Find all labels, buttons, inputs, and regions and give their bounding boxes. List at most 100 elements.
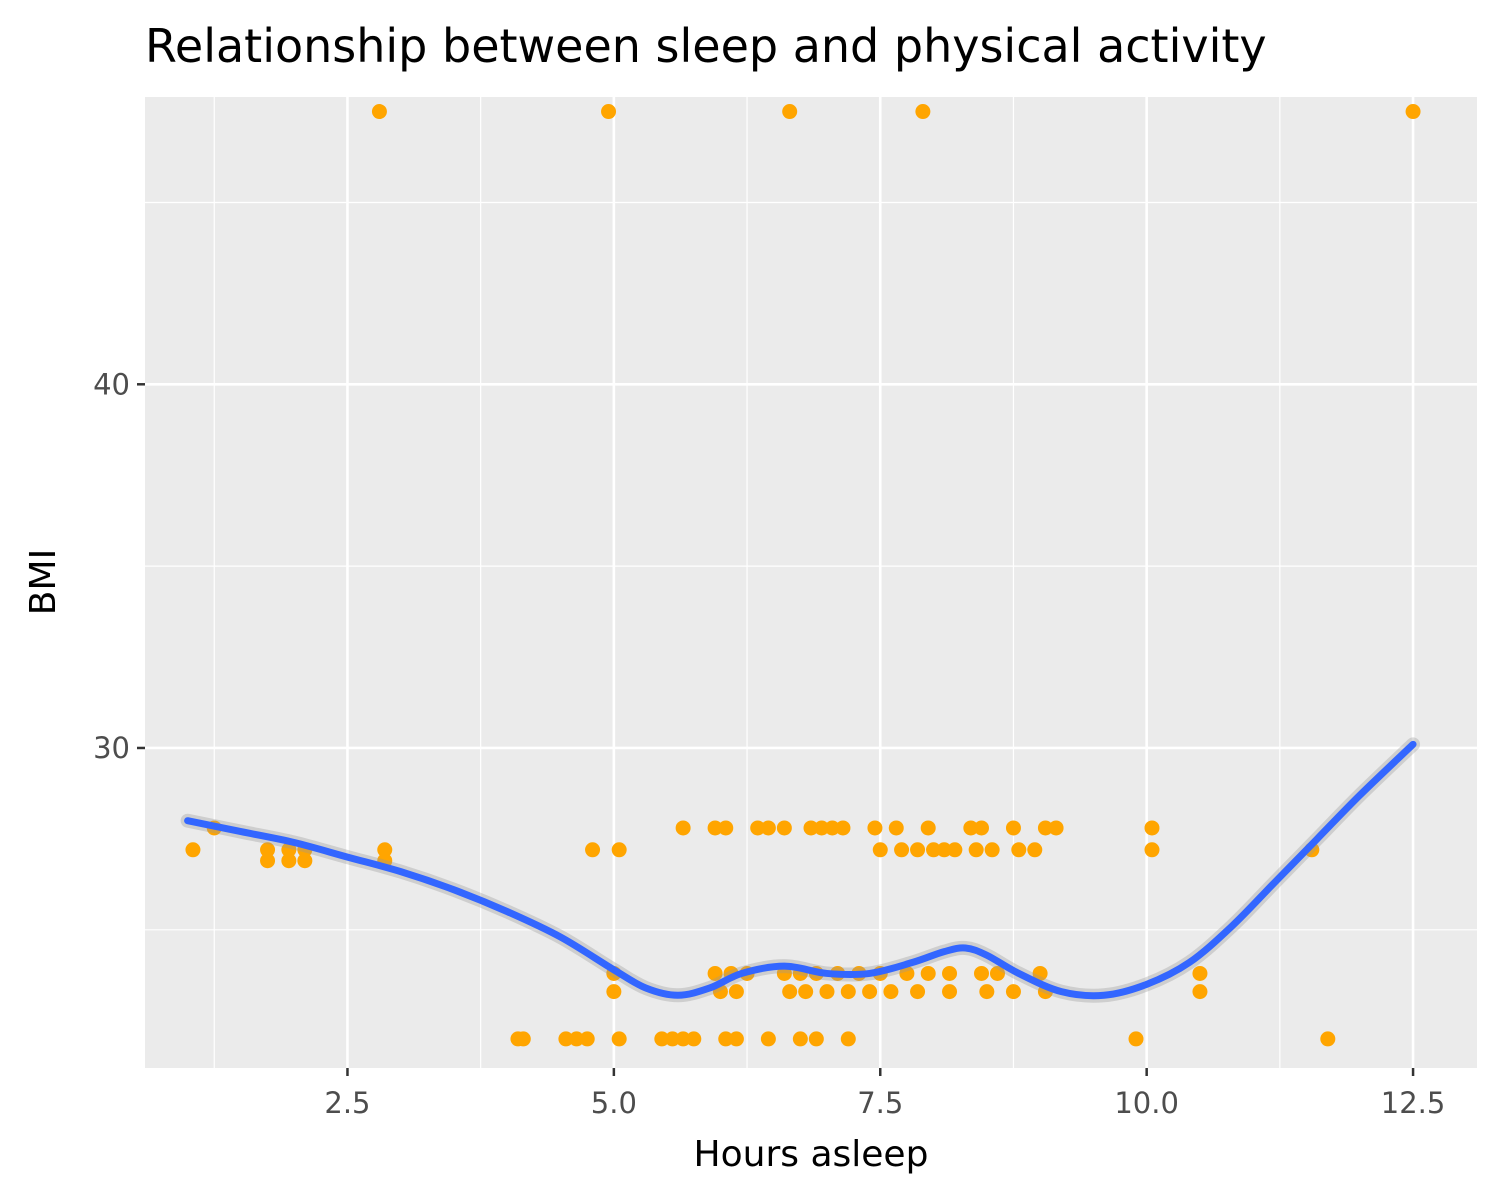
y-tick-label: 40 bbox=[93, 367, 130, 401]
data-point bbox=[579, 1031, 595, 1047]
data-point bbox=[1005, 820, 1021, 836]
data-point bbox=[707, 965, 723, 981]
data-point bbox=[920, 965, 936, 981]
data-point bbox=[728, 984, 744, 1000]
data-point bbox=[515, 1031, 531, 1047]
data-point bbox=[675, 1031, 691, 1047]
data-point bbox=[899, 965, 915, 981]
data-point bbox=[1144, 820, 1160, 836]
data-point bbox=[1011, 842, 1027, 858]
data-point bbox=[728, 1031, 744, 1047]
data-point bbox=[942, 965, 958, 981]
data-point bbox=[718, 820, 734, 836]
data-point bbox=[675, 820, 691, 836]
data-point bbox=[1027, 842, 1043, 858]
data-point bbox=[1192, 965, 1208, 981]
grid-lines bbox=[145, 97, 1477, 1068]
data-point bbox=[942, 984, 958, 1000]
data-point bbox=[611, 842, 627, 858]
data-point bbox=[888, 820, 904, 836]
x-axis-label: Hours asleep bbox=[694, 1134, 929, 1175]
data-point bbox=[776, 820, 792, 836]
y-axis-label: BMI bbox=[23, 549, 64, 615]
data-point bbox=[835, 820, 851, 836]
data-point bbox=[862, 984, 878, 1000]
data-point bbox=[819, 984, 835, 1000]
data-point bbox=[926, 842, 942, 858]
data-point bbox=[606, 984, 622, 1000]
data-point bbox=[1144, 842, 1160, 858]
data-point bbox=[947, 842, 963, 858]
data-point bbox=[1005, 984, 1021, 1000]
data-point bbox=[585, 842, 601, 858]
data-point bbox=[968, 842, 984, 858]
data-point bbox=[558, 1031, 574, 1047]
data-point bbox=[984, 842, 1000, 858]
data-point bbox=[185, 842, 201, 858]
smooth-curve-group bbox=[180, 737, 1421, 1003]
data-point bbox=[760, 820, 776, 836]
y-tick-label: 30 bbox=[93, 731, 130, 765]
data-point bbox=[782, 984, 798, 1000]
axes: 2.5 5.0 7.5 10.0 12.5 30 40 bbox=[93, 367, 1445, 1120]
x-tick-label: 2.5 bbox=[324, 1086, 370, 1120]
data-point bbox=[260, 853, 276, 869]
data-point bbox=[707, 820, 723, 836]
data-point bbox=[883, 984, 899, 1000]
data-point bbox=[803, 820, 819, 836]
data-point bbox=[973, 820, 989, 836]
data-point bbox=[1128, 1031, 1144, 1047]
data-point bbox=[760, 1031, 776, 1047]
data-point bbox=[989, 965, 1005, 981]
data-point bbox=[936, 842, 952, 858]
data-point bbox=[894, 842, 910, 858]
data-point bbox=[910, 842, 926, 858]
data-point bbox=[963, 820, 979, 836]
data-point bbox=[1192, 984, 1208, 1000]
data-points bbox=[185, 104, 1421, 1047]
data-point bbox=[910, 984, 926, 1000]
chart-title: Relationship between sleep and physical … bbox=[145, 19, 1267, 73]
data-point bbox=[654, 1031, 670, 1047]
data-point bbox=[920, 820, 936, 836]
data-point bbox=[867, 820, 883, 836]
x-tick-label: 7.5 bbox=[857, 1086, 903, 1120]
data-point bbox=[371, 104, 387, 120]
data-point bbox=[1037, 820, 1053, 836]
data-point bbox=[601, 104, 617, 120]
smooth-line bbox=[184, 740, 1417, 1000]
data-point bbox=[915, 104, 931, 120]
data-point bbox=[798, 984, 814, 1000]
data-point bbox=[824, 820, 840, 836]
data-point bbox=[260, 842, 276, 858]
data-point bbox=[377, 842, 393, 858]
data-point bbox=[814, 820, 830, 836]
data-point bbox=[1320, 1031, 1336, 1047]
data-point bbox=[973, 965, 989, 981]
data-point bbox=[611, 1031, 627, 1047]
data-point bbox=[792, 1031, 808, 1047]
data-point bbox=[840, 1031, 856, 1047]
data-point bbox=[979, 984, 995, 1000]
data-point bbox=[718, 1031, 734, 1047]
plot-background bbox=[145, 97, 1477, 1068]
x-tick-label: 10.0 bbox=[1114, 1086, 1179, 1120]
data-point bbox=[840, 984, 856, 1000]
x-tick-label: 5.0 bbox=[591, 1086, 637, 1120]
data-point bbox=[1405, 104, 1421, 120]
data-point bbox=[872, 842, 888, 858]
data-point bbox=[686, 1031, 702, 1047]
data-point bbox=[281, 842, 297, 858]
data-point bbox=[1032, 965, 1048, 981]
data-point bbox=[297, 853, 313, 869]
data-point bbox=[281, 853, 297, 869]
data-point bbox=[808, 1031, 824, 1047]
x-tick-label: 12.5 bbox=[1381, 1086, 1446, 1120]
data-point bbox=[664, 1031, 680, 1047]
data-point bbox=[569, 1031, 585, 1047]
data-point bbox=[1048, 820, 1064, 836]
data-point bbox=[750, 820, 766, 836]
data-point bbox=[782, 104, 798, 120]
